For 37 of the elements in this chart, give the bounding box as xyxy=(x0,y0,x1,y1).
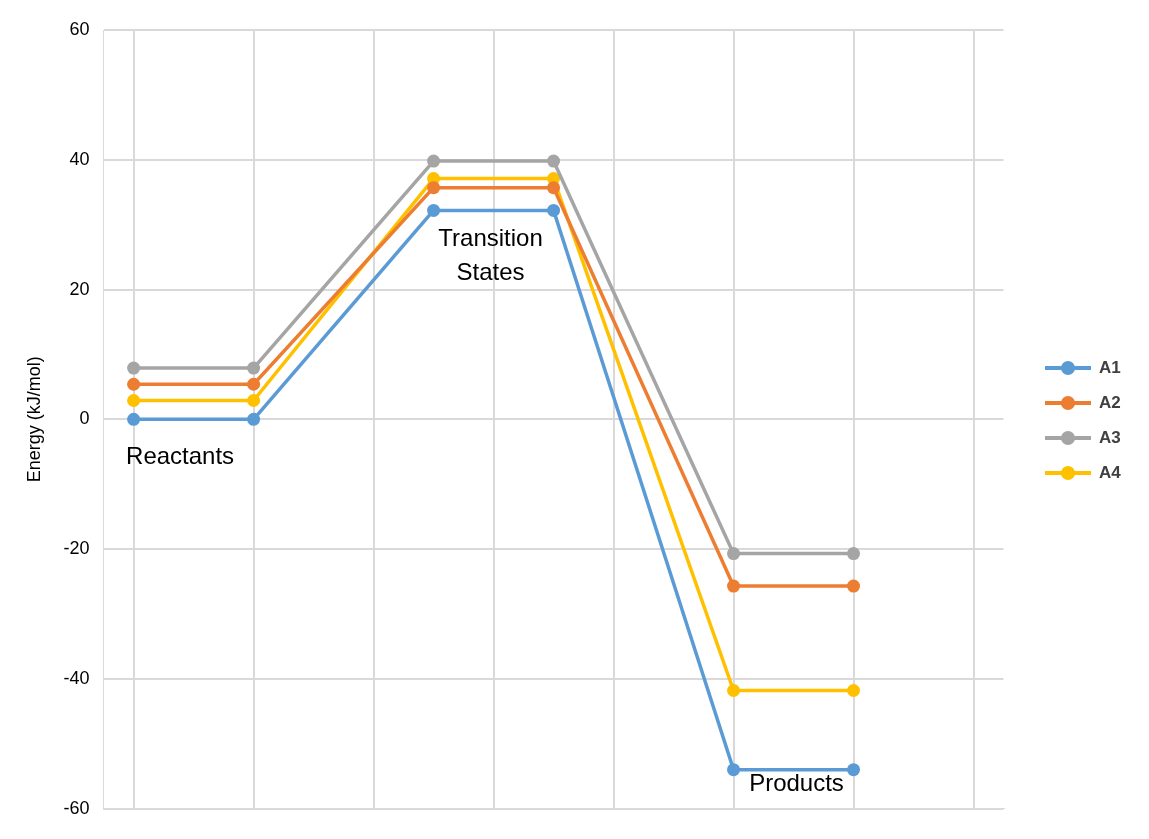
point xyxy=(547,181,561,195)
legend-label: A4 xyxy=(1099,462,1121,483)
point xyxy=(127,412,141,426)
y-tick-label: 0 xyxy=(79,408,90,429)
point xyxy=(847,684,861,698)
point xyxy=(127,377,141,391)
point xyxy=(547,154,561,168)
point xyxy=(247,361,261,375)
annotation: Reactants xyxy=(126,440,235,471)
legend-label: A2 xyxy=(1099,392,1121,413)
point xyxy=(847,547,861,561)
point xyxy=(247,377,261,391)
point xyxy=(727,579,741,593)
point xyxy=(247,393,261,407)
point xyxy=(847,763,861,777)
point xyxy=(127,393,141,407)
annotation: Transition States xyxy=(437,222,544,287)
annotation: Products xyxy=(749,767,844,798)
point xyxy=(847,579,861,593)
point xyxy=(427,203,441,217)
y-tick-label: -40 xyxy=(63,667,90,688)
point xyxy=(727,547,741,561)
legend-label: A3 xyxy=(1099,427,1121,448)
y-tick-label: 60 xyxy=(69,18,90,39)
point xyxy=(727,684,741,698)
point xyxy=(427,181,441,195)
point xyxy=(247,412,261,426)
point xyxy=(427,154,441,168)
y-tick-label: -60 xyxy=(63,797,90,818)
point xyxy=(727,763,741,777)
y-axis-title: Energy (kJ/mol) xyxy=(23,356,44,483)
point xyxy=(547,203,561,217)
y-tick-label: -20 xyxy=(63,538,90,559)
y-tick-label: 40 xyxy=(69,148,90,169)
point xyxy=(127,361,141,375)
legend-label: A1 xyxy=(1099,357,1121,378)
y-tick-label: 20 xyxy=(69,278,90,299)
